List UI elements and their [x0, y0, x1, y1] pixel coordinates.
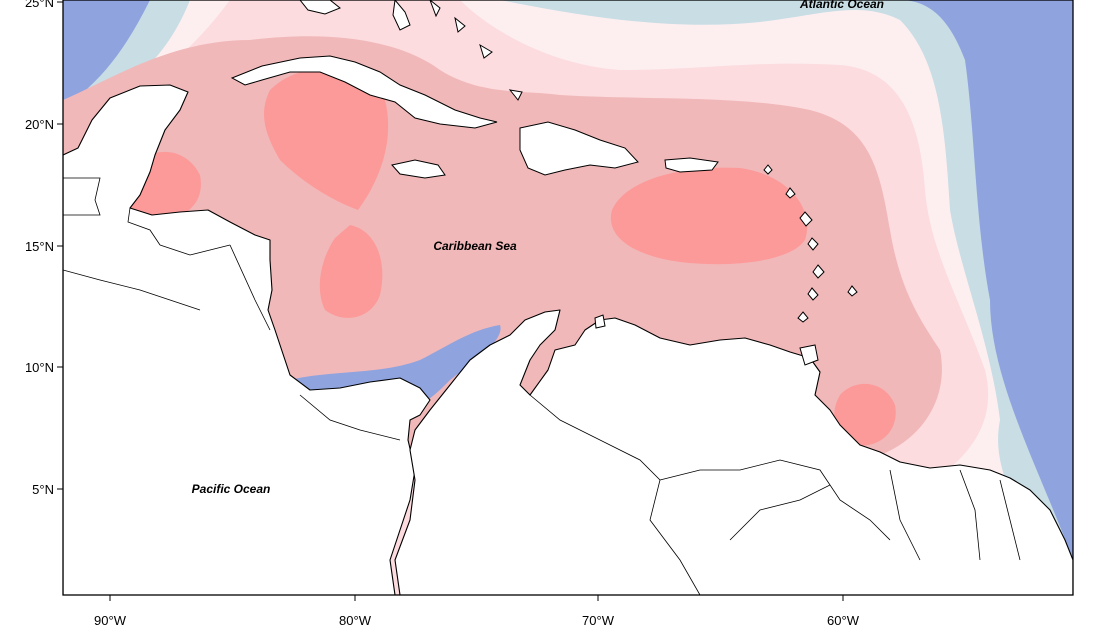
jamaica-island	[391, 159, 446, 179]
contour-strong-high-guyana	[834, 383, 896, 446]
caribbean-sea-label: Caribbean Sea	[433, 239, 517, 253]
lat-axis: 25°N 20°N 15°N 10°N 5°N	[25, 0, 63, 497]
landmasses	[63, 0, 1073, 595]
hispaniola-island	[519, 121, 639, 176]
contour-strong-high-east	[610, 167, 808, 265]
florida-tip	[299, 0, 341, 15]
contour-strong-high-cuba	[264, 68, 389, 210]
map-frame	[62, 0, 1074, 596]
lon-tick-label: 80°W	[339, 613, 372, 628]
lon-tick-label: 90°W	[94, 613, 127, 628]
contour-low-colombia	[290, 325, 501, 404]
cuba-island	[230, 55, 498, 129]
lat-tick-label: 15°N	[25, 239, 54, 254]
pacific-ocean-label: Pacific Ocean	[192, 482, 271, 496]
lesser-antilles	[594, 164, 858, 366]
lat-tick-label: 25°N	[25, 0, 54, 10]
central-america-borders	[63, 177, 401, 441]
lat-tick-label: 20°N	[25, 117, 54, 132]
lat-tick-label: 5°N	[32, 482, 54, 497]
lon-tick-label: 60°W	[827, 613, 860, 628]
bahamas-islands	[392, 0, 523, 101]
contour-strong-high-central	[319, 225, 383, 318]
lon-tick-label: 70°W	[582, 613, 615, 628]
south-america-borders	[529, 394, 1021, 595]
south-america-land	[394, 309, 1073, 595]
lon-axis: 90°W 80°W 70°W 60°W	[94, 595, 860, 628]
lat-tick-label: 10°N	[25, 360, 54, 375]
puerto-rico-island	[664, 157, 719, 173]
atlantic-ocean-label: Atlantic Ocean	[799, 0, 884, 11]
